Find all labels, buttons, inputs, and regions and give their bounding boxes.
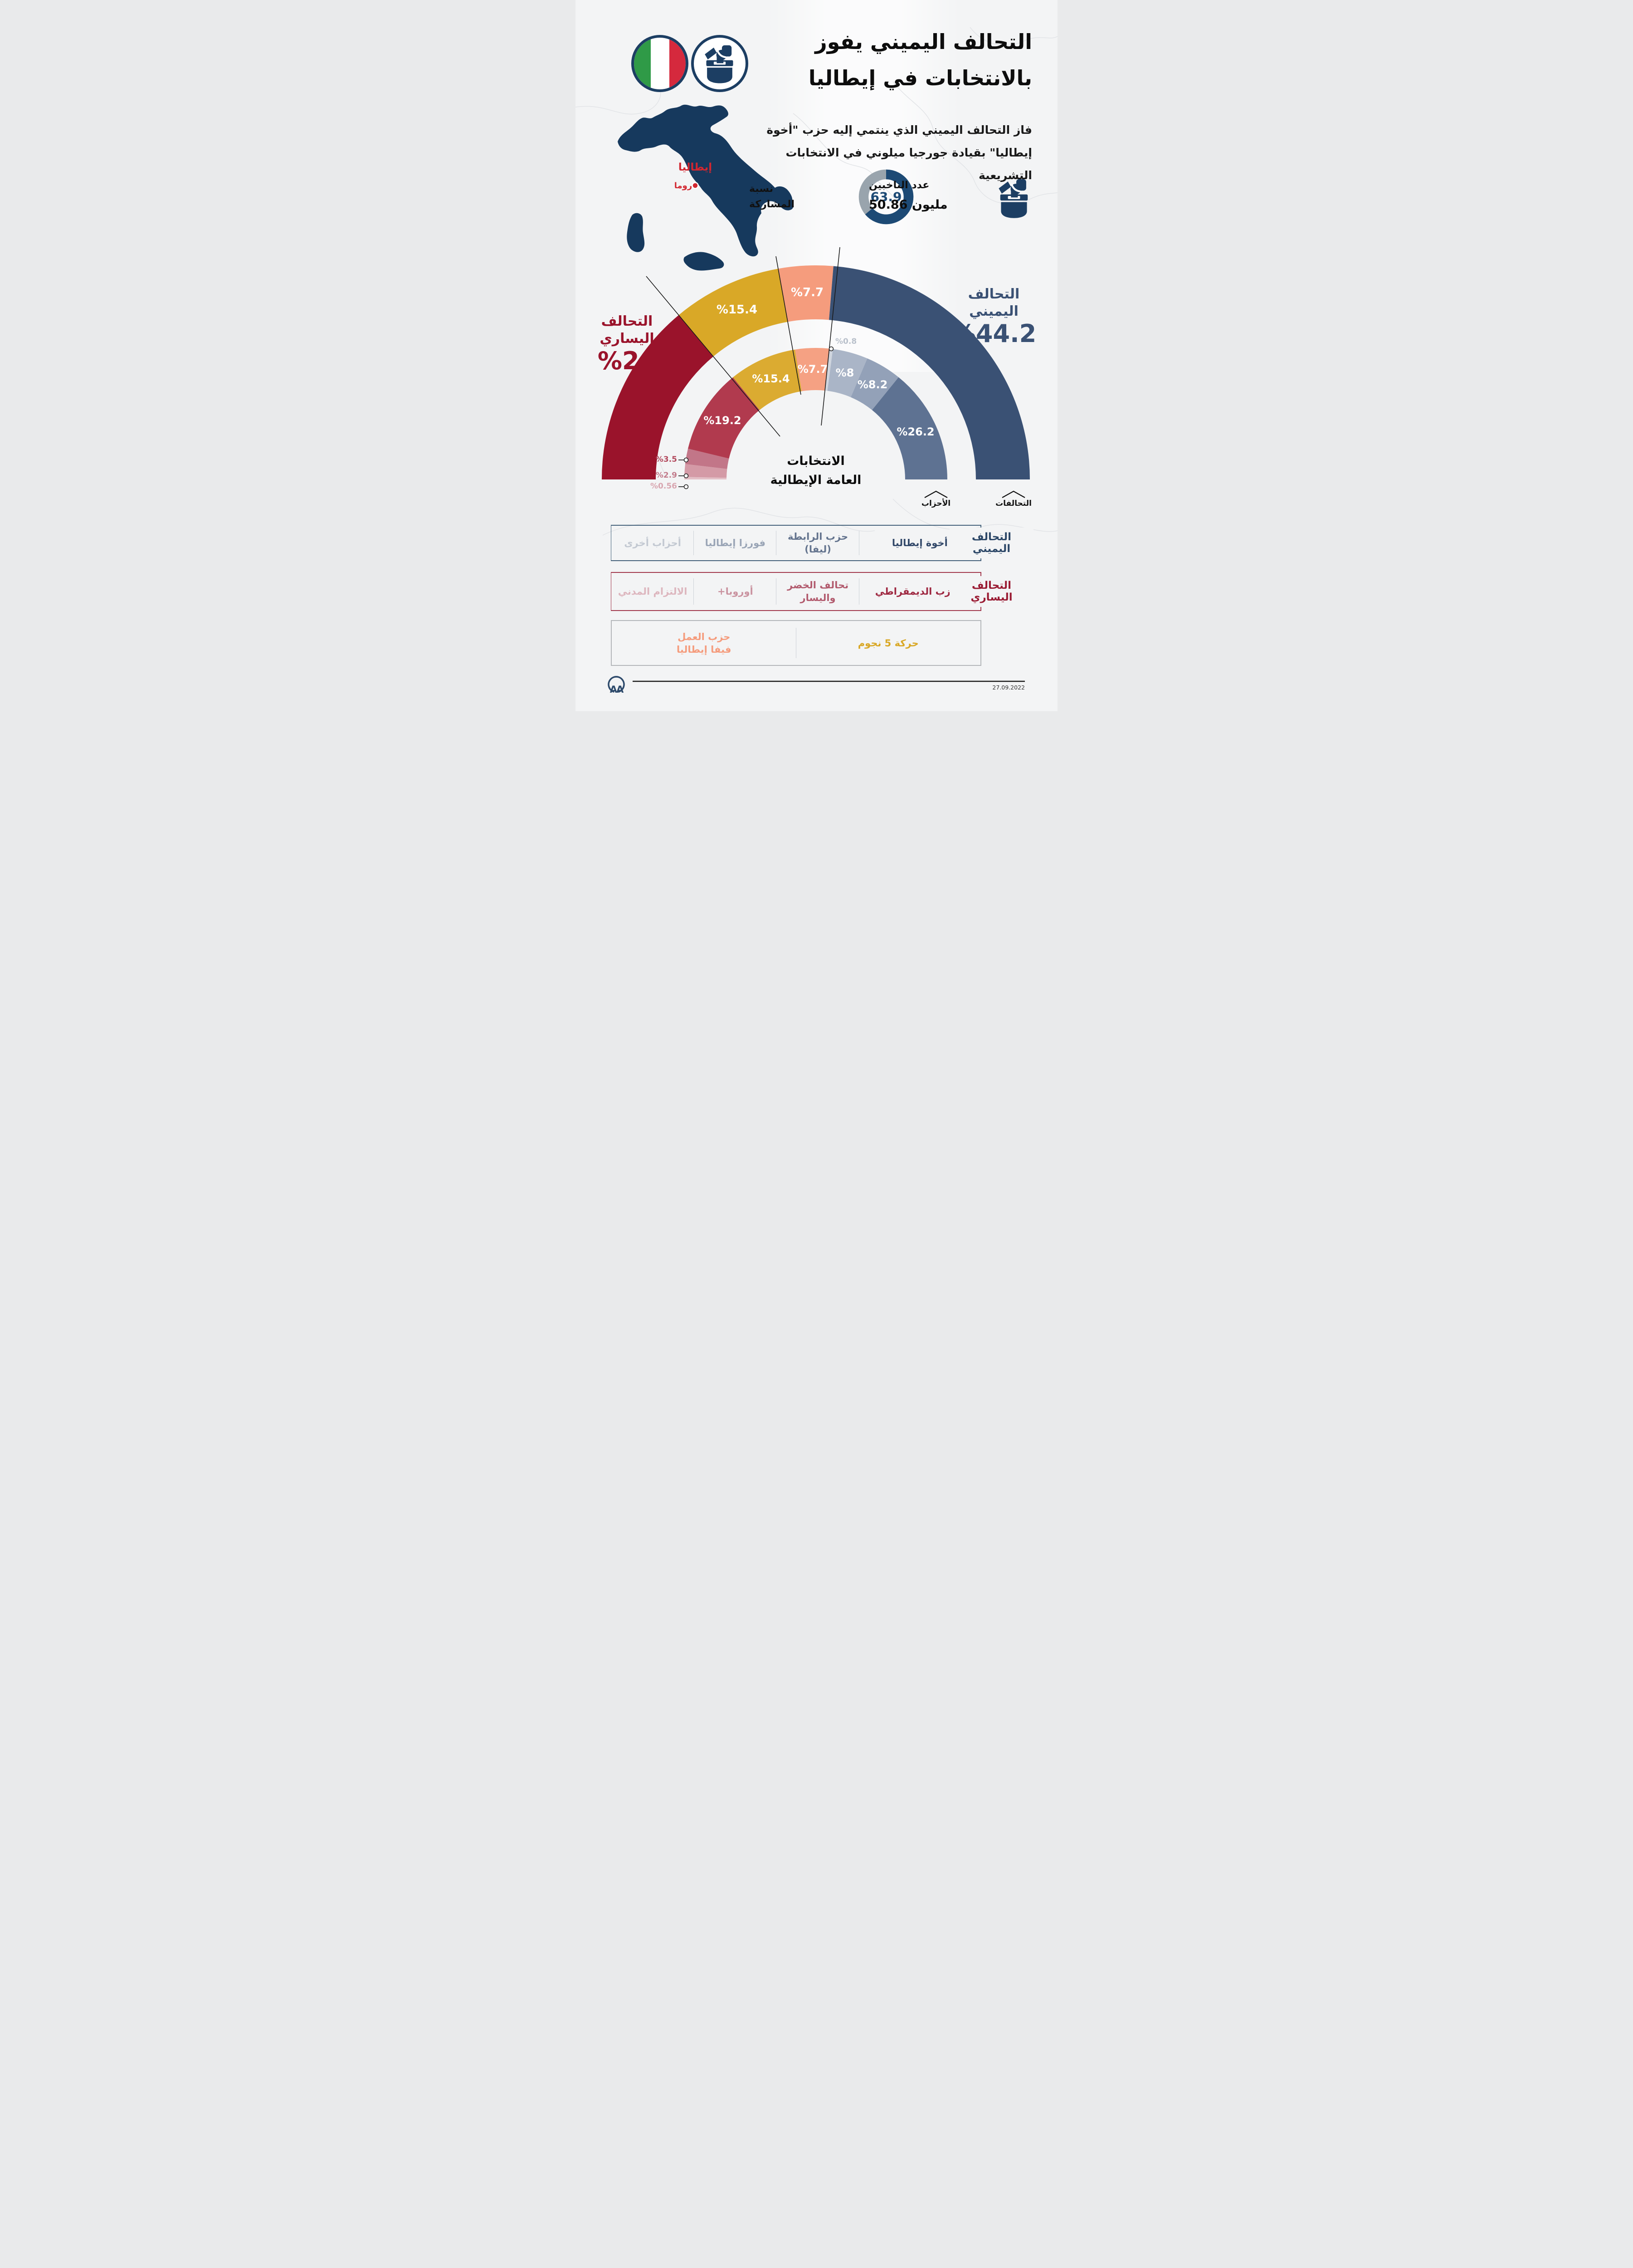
chart-segment-value: %19.2 (703, 414, 741, 427)
map-country-label: إيطاليا (678, 161, 712, 173)
chart-segment (684, 464, 727, 478)
legend-title: التحالف اليميني (950, 528, 1033, 558)
legend-item: تحالف الخضر واليسار (776, 573, 859, 610)
chart-segment (825, 348, 833, 391)
chart-segment (872, 377, 947, 479)
segment-label-0-56: %0.56 (650, 482, 677, 491)
outer-ring-label: التحالفات (995, 499, 1032, 508)
left-coalition-name: التحالف اليساري (600, 313, 654, 347)
participation-donut (858, 169, 914, 225)
chart-segment-value: %26.2 (897, 425, 935, 438)
italy-flag-icon (631, 35, 688, 92)
right-coalition-callout: التحالف اليميني %44.2 (947, 286, 1040, 347)
chart-segment (602, 315, 713, 479)
chart-segment (851, 358, 899, 410)
right-coalition-name: التحالف اليميني (968, 286, 1020, 319)
legend-box: أخوة إيطاليا حزب الرابطة (ليفا) فورزا إيطا… (611, 525, 981, 561)
ballot-box-icon (691, 35, 748, 92)
legend-title: التحالف اليساري (950, 576, 1033, 607)
left-coalition-callout: التحالف اليساري %26 (578, 313, 676, 375)
legend-box: الحزب الديمقراطي تحالف الخضر واليسار +أورو… (611, 572, 981, 611)
segment-label-3-5: %3.5 (655, 455, 677, 464)
chart-segment-value: %7.7 (797, 363, 828, 376)
chart-segment (678, 269, 788, 357)
chart-title: الانتخابات العامة الإيطالية (770, 454, 862, 487)
voters-value: 50.86 مليون (869, 198, 948, 212)
chart-segment-value: %8.2 (857, 378, 888, 391)
legend-item: أحزاب أخرى (611, 526, 694, 560)
legend-item: +أوروبا (694, 573, 777, 610)
legend-row-right-coalition: أخوة إيطاليا حزب الرابطة (ليفا) فورزا إيطا… (611, 525, 1033, 561)
chart-segment (795, 348, 829, 391)
chart-segment-value: %15.4 (752, 372, 790, 385)
page-subtitle: فاز التحالف اليميني الذي ينتمي إليه حزب … (766, 123, 1032, 182)
chart-leader-lines (646, 247, 840, 489)
chart-segment-value: %8 (835, 367, 854, 379)
legend-item: أخوة إيطاليا (892, 538, 948, 548)
chart-segment-value: %7.7 (790, 286, 824, 299)
legend-box: حركة 5 نجوم حزب العمل فيفا إيطاليا (611, 620, 981, 666)
legend-item: حزب الرابطة (ليفا) (776, 526, 859, 560)
chart-segment (684, 477, 727, 479)
page-title: التحالف اليميني يفوز بالانتخابات في إيطا… (808, 29, 1032, 90)
italy-map (618, 104, 794, 271)
election-half-donut (602, 265, 1030, 479)
legend-item: حزب العمل فيفا إيطاليا (612, 621, 796, 665)
rome-dot (692, 182, 699, 189)
left-coalition-percent: %26 (597, 347, 657, 375)
chart-segment (829, 266, 1030, 479)
segment-label-0-8: %0.8 (835, 337, 857, 346)
legend-item: فورزا إيطاليا (694, 526, 777, 560)
chart-segment (778, 265, 834, 322)
artwork-layer: AA (575, 27, 1058, 695)
chart-segment (685, 449, 729, 469)
chart-segment-value: %15.4 (716, 303, 758, 317)
legend-item: الالتزام المدني (611, 573, 694, 610)
chart-segment (827, 349, 868, 397)
publish-date: 27.09.2022 (992, 684, 1025, 691)
legend-row-left-coalition: الحزب الديمقراطي تحالف الخضر واليسار +أورو… (611, 572, 1033, 611)
participation-label: نسبة المشاركة (749, 183, 795, 210)
legend-row-other-parties: حركة 5 نجوم حزب العمل فيفا إيطاليا (611, 620, 1028, 666)
chart-segment (733, 349, 802, 411)
map-capital-label: روما (674, 181, 692, 191)
infographic-page: AA التحالف اليميني يفوز بالانتخابات في إ… (575, 0, 1058, 711)
segment-label-2-9: %2.9 (655, 471, 677, 480)
participation-value: 63.9 (870, 189, 902, 205)
voters-label: عدد الناخبين (869, 180, 930, 191)
inner-ring-label: الأحزاب (921, 499, 951, 508)
ring-brackets (924, 490, 1025, 498)
right-coalition-percent: %44.2 (951, 319, 1037, 348)
aa-logo: AA (608, 676, 625, 695)
chart-segment (688, 377, 760, 459)
svg-text:AA: AA (610, 684, 624, 695)
legend-item: حركة 5 نجوم (858, 637, 919, 649)
